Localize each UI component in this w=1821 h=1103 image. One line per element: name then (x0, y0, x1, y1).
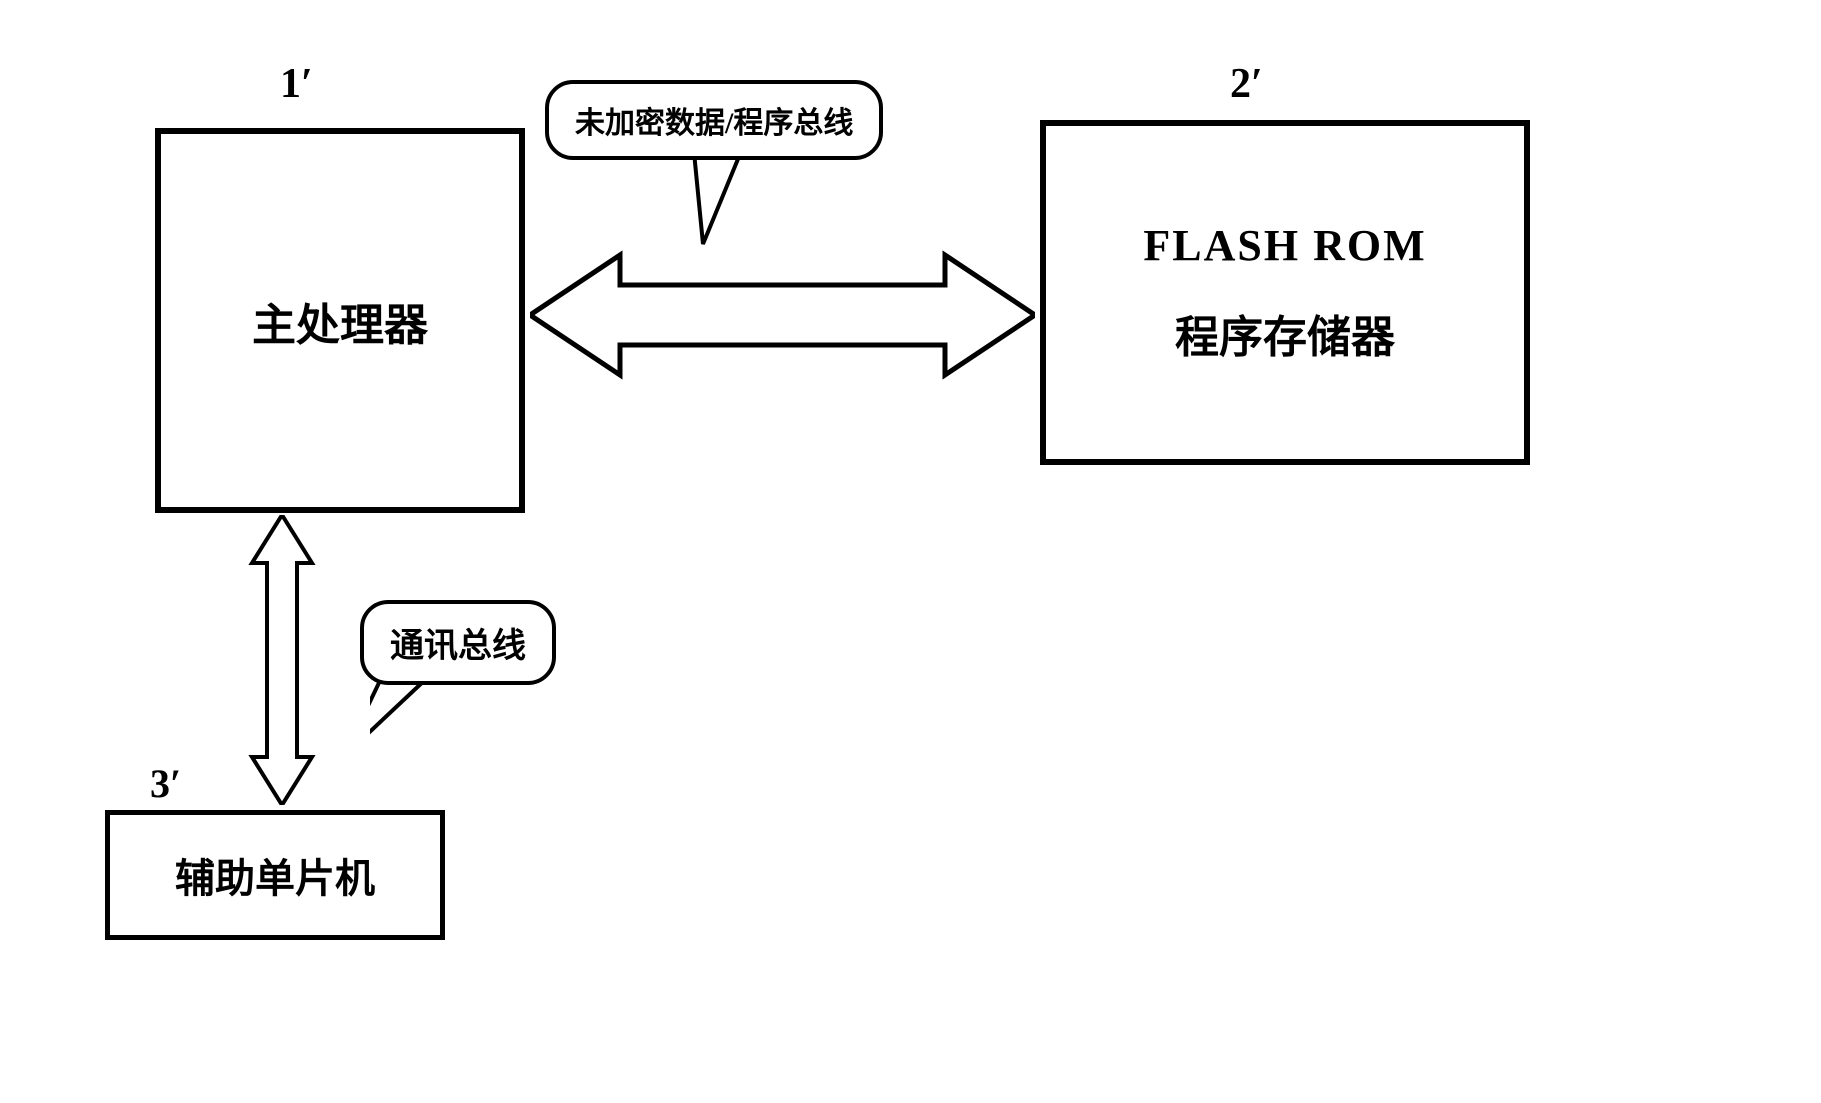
callout-top-text: 未加密数据/程序总线 (575, 107, 853, 140)
node-aux-mcu-text: 辅助单片机 (175, 846, 375, 904)
diagram-canvas: 1′ 2′ 3′ 主处理器 FLASH ROM 程序存储器 辅助单片机 未加密数… (0, 0, 1821, 1103)
arrow-vertical-icon (248, 515, 316, 805)
node-id-2: 2′ (1230, 60, 1263, 108)
node-aux-mcu: 辅助单片机 (105, 810, 445, 940)
node-main-processor-text: 主处理器 (252, 289, 428, 353)
node-id-1: 1′ (280, 60, 313, 108)
callout-top-body: 未加密数据/程序总线 (545, 80, 883, 160)
callout-mid: 通讯总线 (360, 600, 556, 685)
callout-mid-body: 通讯总线 (360, 600, 556, 685)
node-flash-rom-line1: FLASH ROM (1143, 220, 1426, 271)
node-flash-rom: FLASH ROM 程序存储器 (1040, 120, 1530, 465)
arrow-horizontal-icon (530, 245, 1035, 385)
node-main-processor: 主处理器 (155, 128, 525, 513)
callout-mid-text: 通讯总线 (390, 628, 526, 665)
callout-top: 未加密数据/程序总线 (545, 80, 883, 160)
node-flash-rom-line2: 程序存储器 (1175, 301, 1395, 365)
node-id-3: 3′ (150, 760, 181, 807)
